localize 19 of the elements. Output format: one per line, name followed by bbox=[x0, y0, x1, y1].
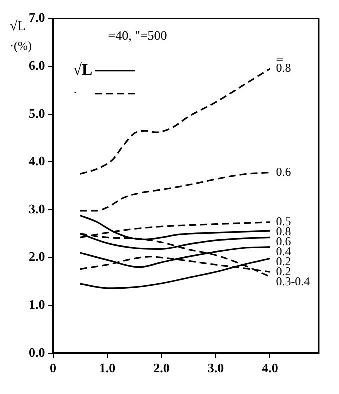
y-tick-label: 3.0 bbox=[29, 201, 46, 216]
y-tick-label: 0.0 bbox=[29, 344, 46, 360]
x-tick-label: 1.0 bbox=[99, 360, 116, 376]
annotation: √L bbox=[73, 62, 93, 79]
y-tick-label: 5.0 bbox=[29, 106, 46, 121]
y-tick-label: 7.0 bbox=[29, 10, 46, 26]
y-tick-label: 6.0 bbox=[29, 58, 46, 73]
x-tick-label: 4.0 bbox=[262, 360, 278, 376]
y-tick-label: 4.0 bbox=[29, 154, 46, 169]
x-tick-label: 0 bbox=[50, 360, 56, 376]
y-tick-label: 2.0 bbox=[29, 249, 46, 264]
line-series bbox=[80, 172, 271, 212]
x-tick-label: 3.0 bbox=[208, 360, 224, 376]
annotation: · bbox=[73, 85, 78, 100]
series-label: 0.6 bbox=[276, 164, 292, 179]
y-tick-label: 1.0 bbox=[29, 296, 46, 312]
y-axis-title: √L ·(%) bbox=[10, 18, 32, 53]
annotation: =40, "=500 bbox=[108, 28, 168, 44]
x-tick-label: 2.0 bbox=[154, 360, 170, 376]
